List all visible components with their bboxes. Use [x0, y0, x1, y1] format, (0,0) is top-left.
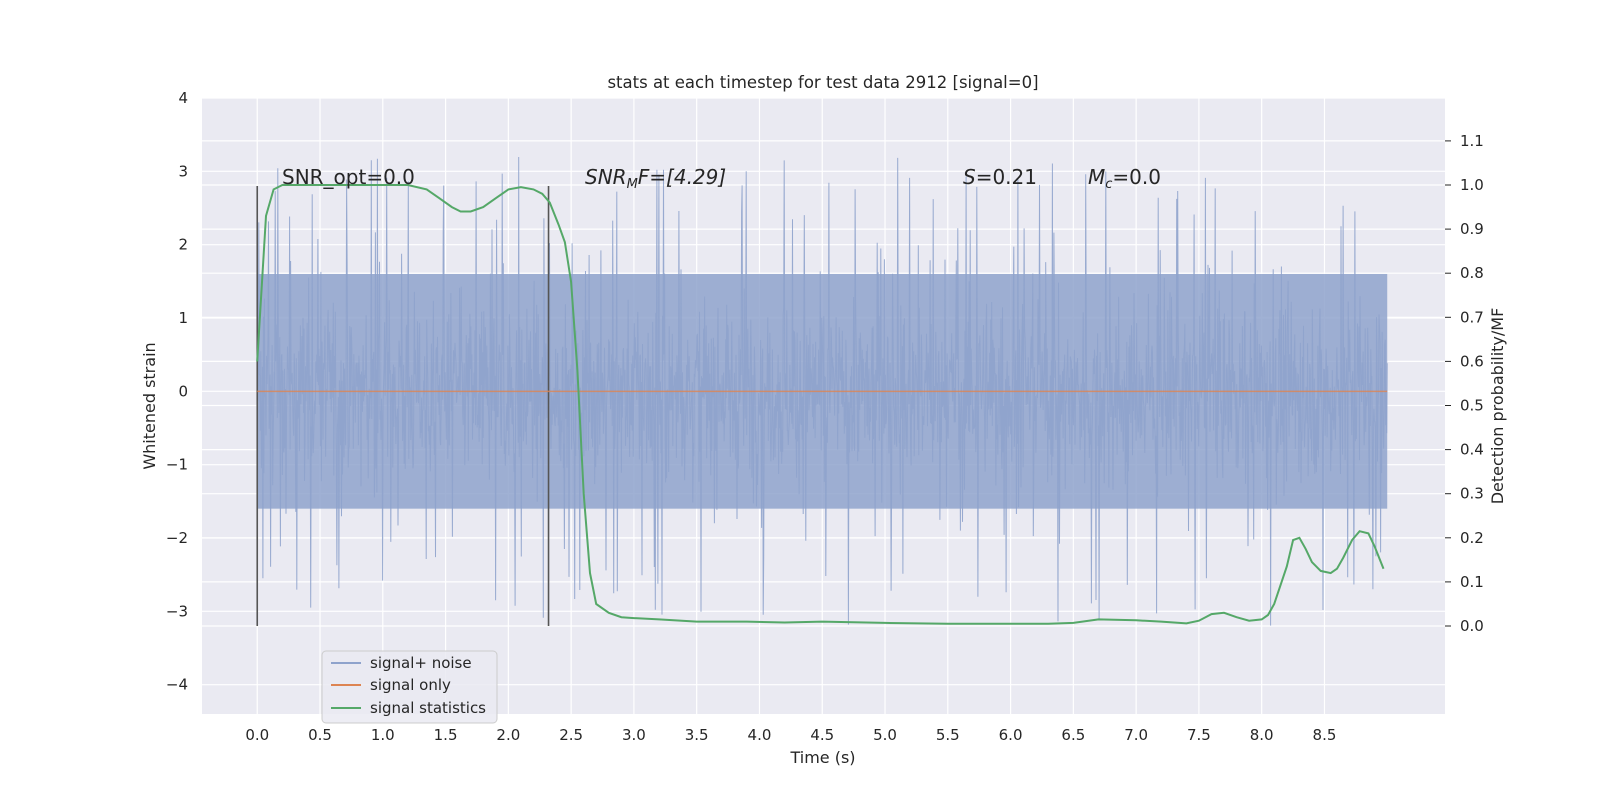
- y-right-tick-label: 0.1: [1460, 573, 1484, 591]
- x-tick-label: 4.5: [810, 726, 834, 744]
- noise-trace: [256, 156, 1388, 626]
- y-right-tick-label: 0.8: [1460, 264, 1484, 282]
- y-right-tick-label: 0.6: [1460, 352, 1484, 370]
- legend-label-signal-only: signal only: [370, 676, 451, 694]
- series-signal-statistics: [256, 184, 1385, 625]
- y-left-tick-label: −4: [166, 676, 188, 694]
- snr-mf-rest: F=[4.29]: [638, 165, 726, 189]
- x-tick-label: 6.0: [999, 726, 1023, 744]
- y-right-tick-label: 0.3: [1460, 485, 1484, 503]
- y-left-tick-label: 0: [178, 382, 188, 400]
- x-tick-label: 7.0: [1124, 726, 1148, 744]
- legend-box: [321, 650, 498, 724]
- mc-rest: =0.0: [1112, 165, 1161, 189]
- annotation-snr-mf: SNRMF=[4.29]: [585, 165, 726, 192]
- y-right-tick-label: 0.0: [1460, 617, 1484, 635]
- legend-label-noise: signal+ noise: [370, 654, 472, 672]
- x-tick-label: 0.0: [245, 726, 269, 744]
- y-left-tick-labels: 4 3 2 1 0 −1 −2 −3 −4: [166, 89, 188, 694]
- mc-sub: c: [1105, 177, 1112, 192]
- snr-mf-base: SNR: [585, 165, 627, 189]
- x-tick-label: 1.5: [434, 726, 458, 744]
- x-tick-label: 4.0: [748, 726, 772, 744]
- x-tick-label: 8.5: [1313, 726, 1337, 744]
- y-left-tick-label: 2: [178, 236, 188, 254]
- y-left-tick-label: 3: [178, 162, 188, 180]
- y-left-axis-label: Whitened strain: [140, 342, 159, 469]
- y-right-axis-label: Detection probability/MF: [1488, 308, 1507, 505]
- x-tick-label: 0.5: [308, 726, 332, 744]
- y-right-tick-label: 0.5: [1460, 397, 1484, 415]
- legend: signal+ noise signal only signal statist…: [321, 650, 498, 724]
- chart-title: stats at each timestep for test data 291…: [607, 73, 1038, 92]
- x-tick-label: 3.5: [685, 726, 709, 744]
- x-tick-label: 1.0: [371, 726, 395, 744]
- annotation-s: S=0.21: [963, 165, 1037, 189]
- statistics-line: [256, 184, 1385, 625]
- x-tick-label: 2.5: [559, 726, 583, 744]
- snr-mf-sub: M: [627, 177, 638, 192]
- y-right-tick-label: 0.7: [1460, 308, 1484, 326]
- x-tick-label: 3.0: [622, 726, 646, 744]
- y-left-tick-label: −3: [166, 602, 188, 620]
- s-rest: =0.21: [976, 165, 1037, 189]
- vertical-markers: [256, 186, 550, 626]
- x-tick-label: 8.0: [1250, 726, 1274, 744]
- y-right-tick-label: 1.1: [1460, 132, 1484, 150]
- s-sym: S: [963, 165, 976, 189]
- y-right-tick-label: 0.9: [1460, 220, 1484, 238]
- x-tick-label: 7.5: [1187, 726, 1211, 744]
- x-tick-label: 5.0: [873, 726, 897, 744]
- y-left-tick-label: −2: [166, 529, 188, 547]
- y-right-tick-label: 0.4: [1460, 441, 1484, 459]
- annotation-mc: Mc=0.0: [1088, 165, 1161, 192]
- x-axis-label: Time (s): [789, 748, 855, 767]
- y-left-tick-label: 4: [178, 89, 188, 107]
- y-right-tick-labels: 1.1 1.0 0.9 0.8 0.7 0.6 0.5 0.4 0.3 0.2 0.1 0.0: [1460, 132, 1484, 635]
- x-tick-label: 2.0: [496, 726, 520, 744]
- annotation-snr-opt: SNR_opt=0.0: [282, 165, 415, 189]
- y-left-tick-label: 1: [178, 309, 188, 327]
- y-right-tick-label: 0.2: [1460, 529, 1484, 547]
- legend-label-statistics: signal statistics: [370, 699, 486, 717]
- y-right-tick-label: 1.0: [1460, 176, 1484, 194]
- x-tick-labels: 0.0 0.5 1.0 1.5 2.0 2.5 3.0 3.5 4.0 4.5 5.0 5.5 6.0 6…: [245, 726, 1336, 744]
- mc-sym: M: [1088, 165, 1105, 189]
- x-tick-label: 5.5: [936, 726, 960, 744]
- y-left-tick-label: −1: [166, 456, 188, 474]
- x-tick-label: 6.5: [1061, 726, 1085, 744]
